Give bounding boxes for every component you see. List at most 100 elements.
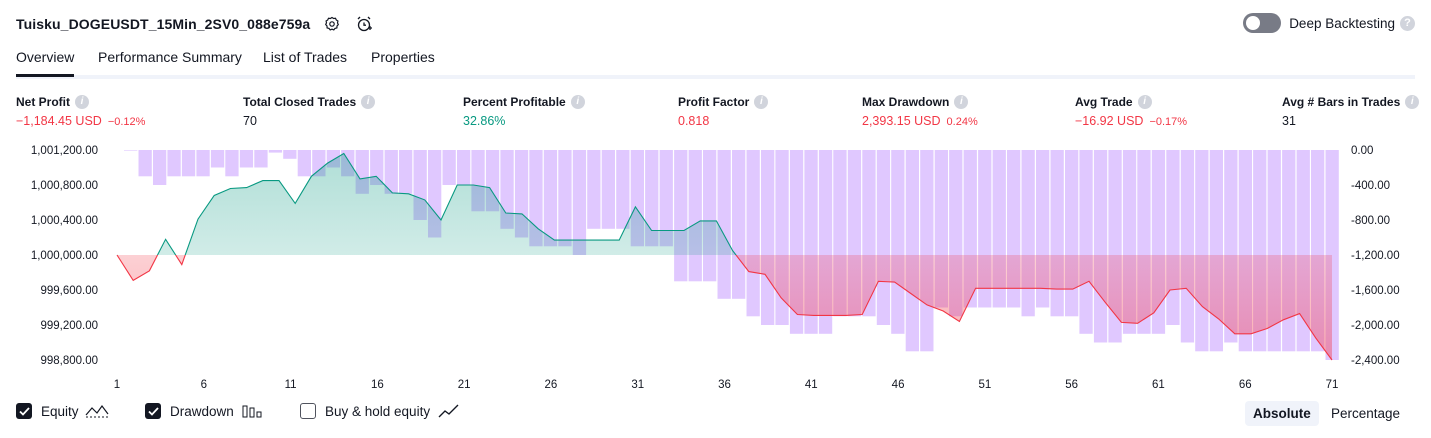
drawdown-bar [1050, 150, 1064, 317]
metric-value: −16.92 USD [1075, 114, 1144, 128]
right-axis-tick: -1,200.00 [1351, 250, 1400, 262]
metric-value: −1,184.45 USD [16, 114, 102, 128]
equity-line [116, 152, 1333, 361]
drawdown-bar [210, 150, 225, 168]
mode-absolute-button[interactable]: Absolute [1245, 401, 1319, 426]
strategy-title: Tuisku_DOGEUSDT_15Min_2SV0_088e759a [16, 16, 311, 32]
drawdown-bar [732, 150, 746, 299]
drawdown-bar [746, 150, 760, 317]
x-axis: 1 6 11 16 21 26 31 36 41 46 51 56 61 66 71 [114, 379, 1339, 391]
metric-avg-trade: Avg Trade i −16.92 USD −0.17% [1075, 94, 1187, 128]
drawdown-bar [543, 150, 558, 247]
x-axis-tick: 11 [285, 379, 297, 391]
metric-value: 2,393.15 USD [862, 114, 941, 128]
info-icon[interactable]: i [75, 94, 89, 109]
drawdown-bar [399, 150, 413, 194]
drawdown-bar [225, 150, 239, 177]
drawdown-bar [616, 150, 630, 229]
info-icon[interactable]: i [1405, 94, 1420, 109]
drawdown-bar [601, 150, 615, 229]
x-axis-tick: 66 [1239, 379, 1252, 391]
metric-profit-factor: Profit Factor i 0.818 [678, 94, 769, 128]
drawdown-bar [297, 150, 311, 177]
metric-max-drawdown: Max Drawdown i 2,393.15 USD 0.24% [862, 94, 978, 128]
info-icon[interactable]: i [954, 94, 969, 109]
deep-backtesting: Deep Backtesting ? [1243, 13, 1415, 33]
metric-label: Avg Trade [1075, 94, 1133, 109]
drawdown-bar [587, 150, 601, 229]
drawdown-bar [268, 150, 283, 153]
help-icon[interactable]: ? [1400, 15, 1415, 31]
drawdown-bar [905, 150, 919, 352]
alarm-clock-icon[interactable] [354, 14, 374, 34]
metric-net-profit: Net Profit i −1,184.45 USD −0.12% [16, 94, 145, 128]
right-axis-tick: -800.00 [1351, 215, 1390, 227]
legend-equity[interactable]: Equity [16, 403, 109, 419]
drawdown-bar [1065, 150, 1079, 317]
tab-overview[interactable]: Overview [16, 49, 75, 77]
info-icon[interactable]: i [1137, 94, 1152, 109]
checkbox-unchecked[interactable] [300, 403, 316, 419]
mode-percentage-button[interactable]: Percentage [1331, 406, 1401, 421]
x-axis-tick: 6 [201, 379, 207, 391]
x-axis-tick: 71 [1326, 379, 1339, 391]
drawdown-bar [1021, 150, 1035, 317]
x-axis-tick: 41 [805, 379, 818, 391]
legend-buy-hold-equity[interactable]: Buy & hold equity [300, 403, 460, 419]
deep-backtesting-label: Deep Backtesting [1289, 15, 1395, 31]
drawdown-bar [1195, 150, 1209, 352]
drawdown-bar [876, 150, 891, 325]
drawdown-bar [645, 150, 659, 247]
drawdown-bar [384, 150, 398, 194]
left-axis-tick: 999,600.00 [40, 285, 98, 297]
drawdown-bar [703, 150, 717, 282]
metric-value: 0.818 [678, 114, 710, 128]
drawdown-bar [1093, 150, 1108, 343]
metric-value: 31 [1282, 114, 1296, 128]
drawdown-bar [442, 150, 456, 185]
drawdown-bar [1180, 150, 1195, 343]
right-axis-tick: -400.00 [1351, 180, 1390, 192]
tab-properties[interactable]: Properties [371, 49, 435, 65]
metric-avg-bars: Avg # Bars in Trades i 31 [1282, 94, 1420, 128]
x-axis-tick: 56 [1065, 379, 1078, 391]
drawdown-bar [920, 150, 934, 352]
x-axis-tick: 16 [371, 379, 384, 391]
legend-label: Equity [41, 403, 79, 419]
left-axis-tick: 1,000,800.00 [31, 180, 98, 192]
equity-area-profit [117, 153, 1332, 255]
metric-label: Net Profit [16, 94, 70, 109]
x-axis-tick: 61 [1152, 379, 1165, 391]
left-axis-tick: 1,001,200.00 [31, 145, 98, 157]
x-axis-tick: 26 [545, 379, 558, 391]
metric-percent: −0.12% [107, 116, 146, 128]
x-axis-tick: 1 [114, 379, 120, 391]
metric-label: Avg # Bars in Trades [1282, 94, 1401, 109]
deep-backtesting-toggle[interactable] [1243, 13, 1282, 33]
header-bar: Tuisku_DOGEUSDT_15Min_2SV0_088e759a [16, 12, 374, 36]
left-axis: 1,001,200.00 1,000,800.00 1,000,400.00 1,00… [31, 145, 98, 367]
metric-percent: 0.24% [946, 116, 978, 128]
right-axis: 0.00 -400.00 -800.00 -1,200.00 -1,600.00 -2,0… [1351, 145, 1400, 367]
equity-area-loss [117, 255, 1332, 360]
equity-drawdown-chart[interactable]: 1,001,200.00 1,000,800.00 1,000,400.00 1,00… [0, 140, 1431, 395]
left-axis-tick: 1,000,400.00 [31, 215, 98, 227]
checkbox-checked[interactable] [16, 403, 32, 419]
gear-icon[interactable] [322, 14, 342, 34]
drawdown-bar [659, 150, 673, 247]
x-axis-tick: 21 [458, 379, 471, 391]
drawdown-bar [167, 150, 181, 177]
info-icon[interactable]: i [361, 94, 376, 109]
tab-performance-summary[interactable]: Performance Summary [98, 49, 242, 65]
tab-list-of-trades[interactable]: List of Trades [263, 49, 348, 65]
info-icon[interactable]: i [754, 94, 769, 109]
legend-drawdown[interactable]: Drawdown [145, 403, 262, 419]
drawdown-bar [196, 150, 210, 177]
checkbox-checked[interactable] [145, 403, 161, 419]
equity-area [117, 153, 1332, 360]
drawdown-bar [572, 150, 587, 255]
info-icon[interactable]: i [570, 94, 585, 109]
drawdown-bar [1282, 150, 1296, 352]
legend-label: Drawdown [170, 403, 234, 419]
drawdown-bar [558, 150, 572, 247]
